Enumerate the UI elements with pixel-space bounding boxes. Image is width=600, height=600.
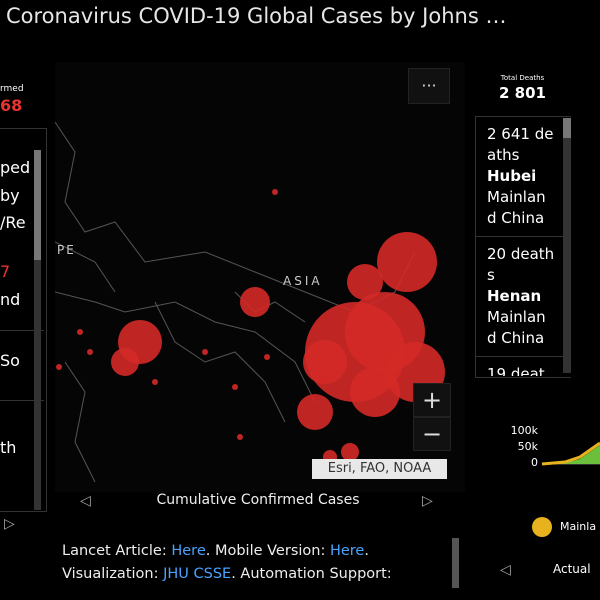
entry-count: 20 deaths: [487, 245, 555, 284]
y-tick-label: 0: [531, 456, 538, 469]
scrollbar: [452, 538, 459, 588]
map-label: PE: [57, 243, 76, 257]
divider: [0, 330, 44, 331]
entry-count: 2 641 deaths: [487, 125, 554, 164]
entry-region: Henan: [487, 287, 542, 305]
left-total: 68: [0, 96, 23, 115]
list-item: ped: [0, 158, 31, 177]
death-entry: 20 deaths Henan Mainland China: [487, 244, 555, 349]
left-heading: rmed: [0, 84, 24, 94]
list-item: So: [0, 351, 20, 370]
list-item: nd: [0, 290, 21, 309]
link[interactable]: JHU CSSE: [163, 566, 232, 582]
scrollbar: [563, 118, 571, 373]
death-entry: 19 deat: [487, 364, 555, 376]
footer-line: Lancet Article: Here. Mobile Version: He…: [62, 543, 369, 559]
attribution: Esri, FAO, NOAA: [312, 459, 447, 479]
divider: [476, 356, 563, 357]
legend-label: Actual: [553, 562, 591, 576]
list-item: /Re: [0, 213, 26, 232]
arrow[interactable]: ◁: [500, 562, 511, 578]
list-item: th: [0, 438, 17, 457]
footer-line: Visualization: JHU CSSE. Automation Supp…: [62, 566, 392, 582]
prev-arrow[interactable]: ◁: [80, 493, 91, 509]
list-item: by: [0, 186, 20, 205]
entry-count: 19 deat: [487, 365, 545, 376]
list-item: 7: [0, 262, 11, 281]
map[interactable]: [55, 62, 465, 492]
legend-label: Mainla: [560, 520, 597, 533]
footer-text: .: [364, 543, 369, 559]
divider: [0, 400, 44, 401]
zoom-out[interactable]: −: [413, 417, 451, 451]
arrow[interactable]: ▷: [4, 516, 15, 532]
y-tick-label: 50k: [517, 440, 538, 453]
caption: Cumulative Confirmed Cases: [156, 492, 360, 508]
menu-button[interactable]: ···: [408, 68, 450, 104]
link[interactable]: Here: [329, 543, 365, 559]
legend-marker: [532, 517, 552, 537]
footer-text: . Automation Support:: [231, 566, 392, 582]
right-list: [475, 116, 571, 378]
footer-text: Lancet Article:: [62, 543, 172, 559]
mini-chart: [541, 441, 600, 466]
entry-country: Mainland China: [487, 308, 546, 347]
footer-text: . Mobile Version:: [205, 543, 330, 559]
zoom-in[interactable]: +: [413, 383, 451, 417]
map-label: ASIA: [283, 274, 323, 288]
right-total: 2 801: [499, 84, 546, 102]
entry-country: Mainland China: [487, 188, 546, 227]
entry-region: Hubei: [487, 167, 537, 185]
y-tick-label: 100k: [510, 424, 538, 437]
next-arrow[interactable]: ▷: [422, 493, 433, 509]
left-list: [0, 128, 47, 512]
divider: [476, 236, 563, 237]
footer-text: Visualization:: [62, 566, 164, 582]
right-heading: Total Deaths: [500, 74, 545, 82]
link[interactable]: Here: [171, 543, 206, 559]
title: Coronavirus COVID-19 Global Cases by Joh…: [6, 4, 507, 28]
death-entry: 2 641 deaths Hubei Mainland China: [487, 124, 555, 229]
